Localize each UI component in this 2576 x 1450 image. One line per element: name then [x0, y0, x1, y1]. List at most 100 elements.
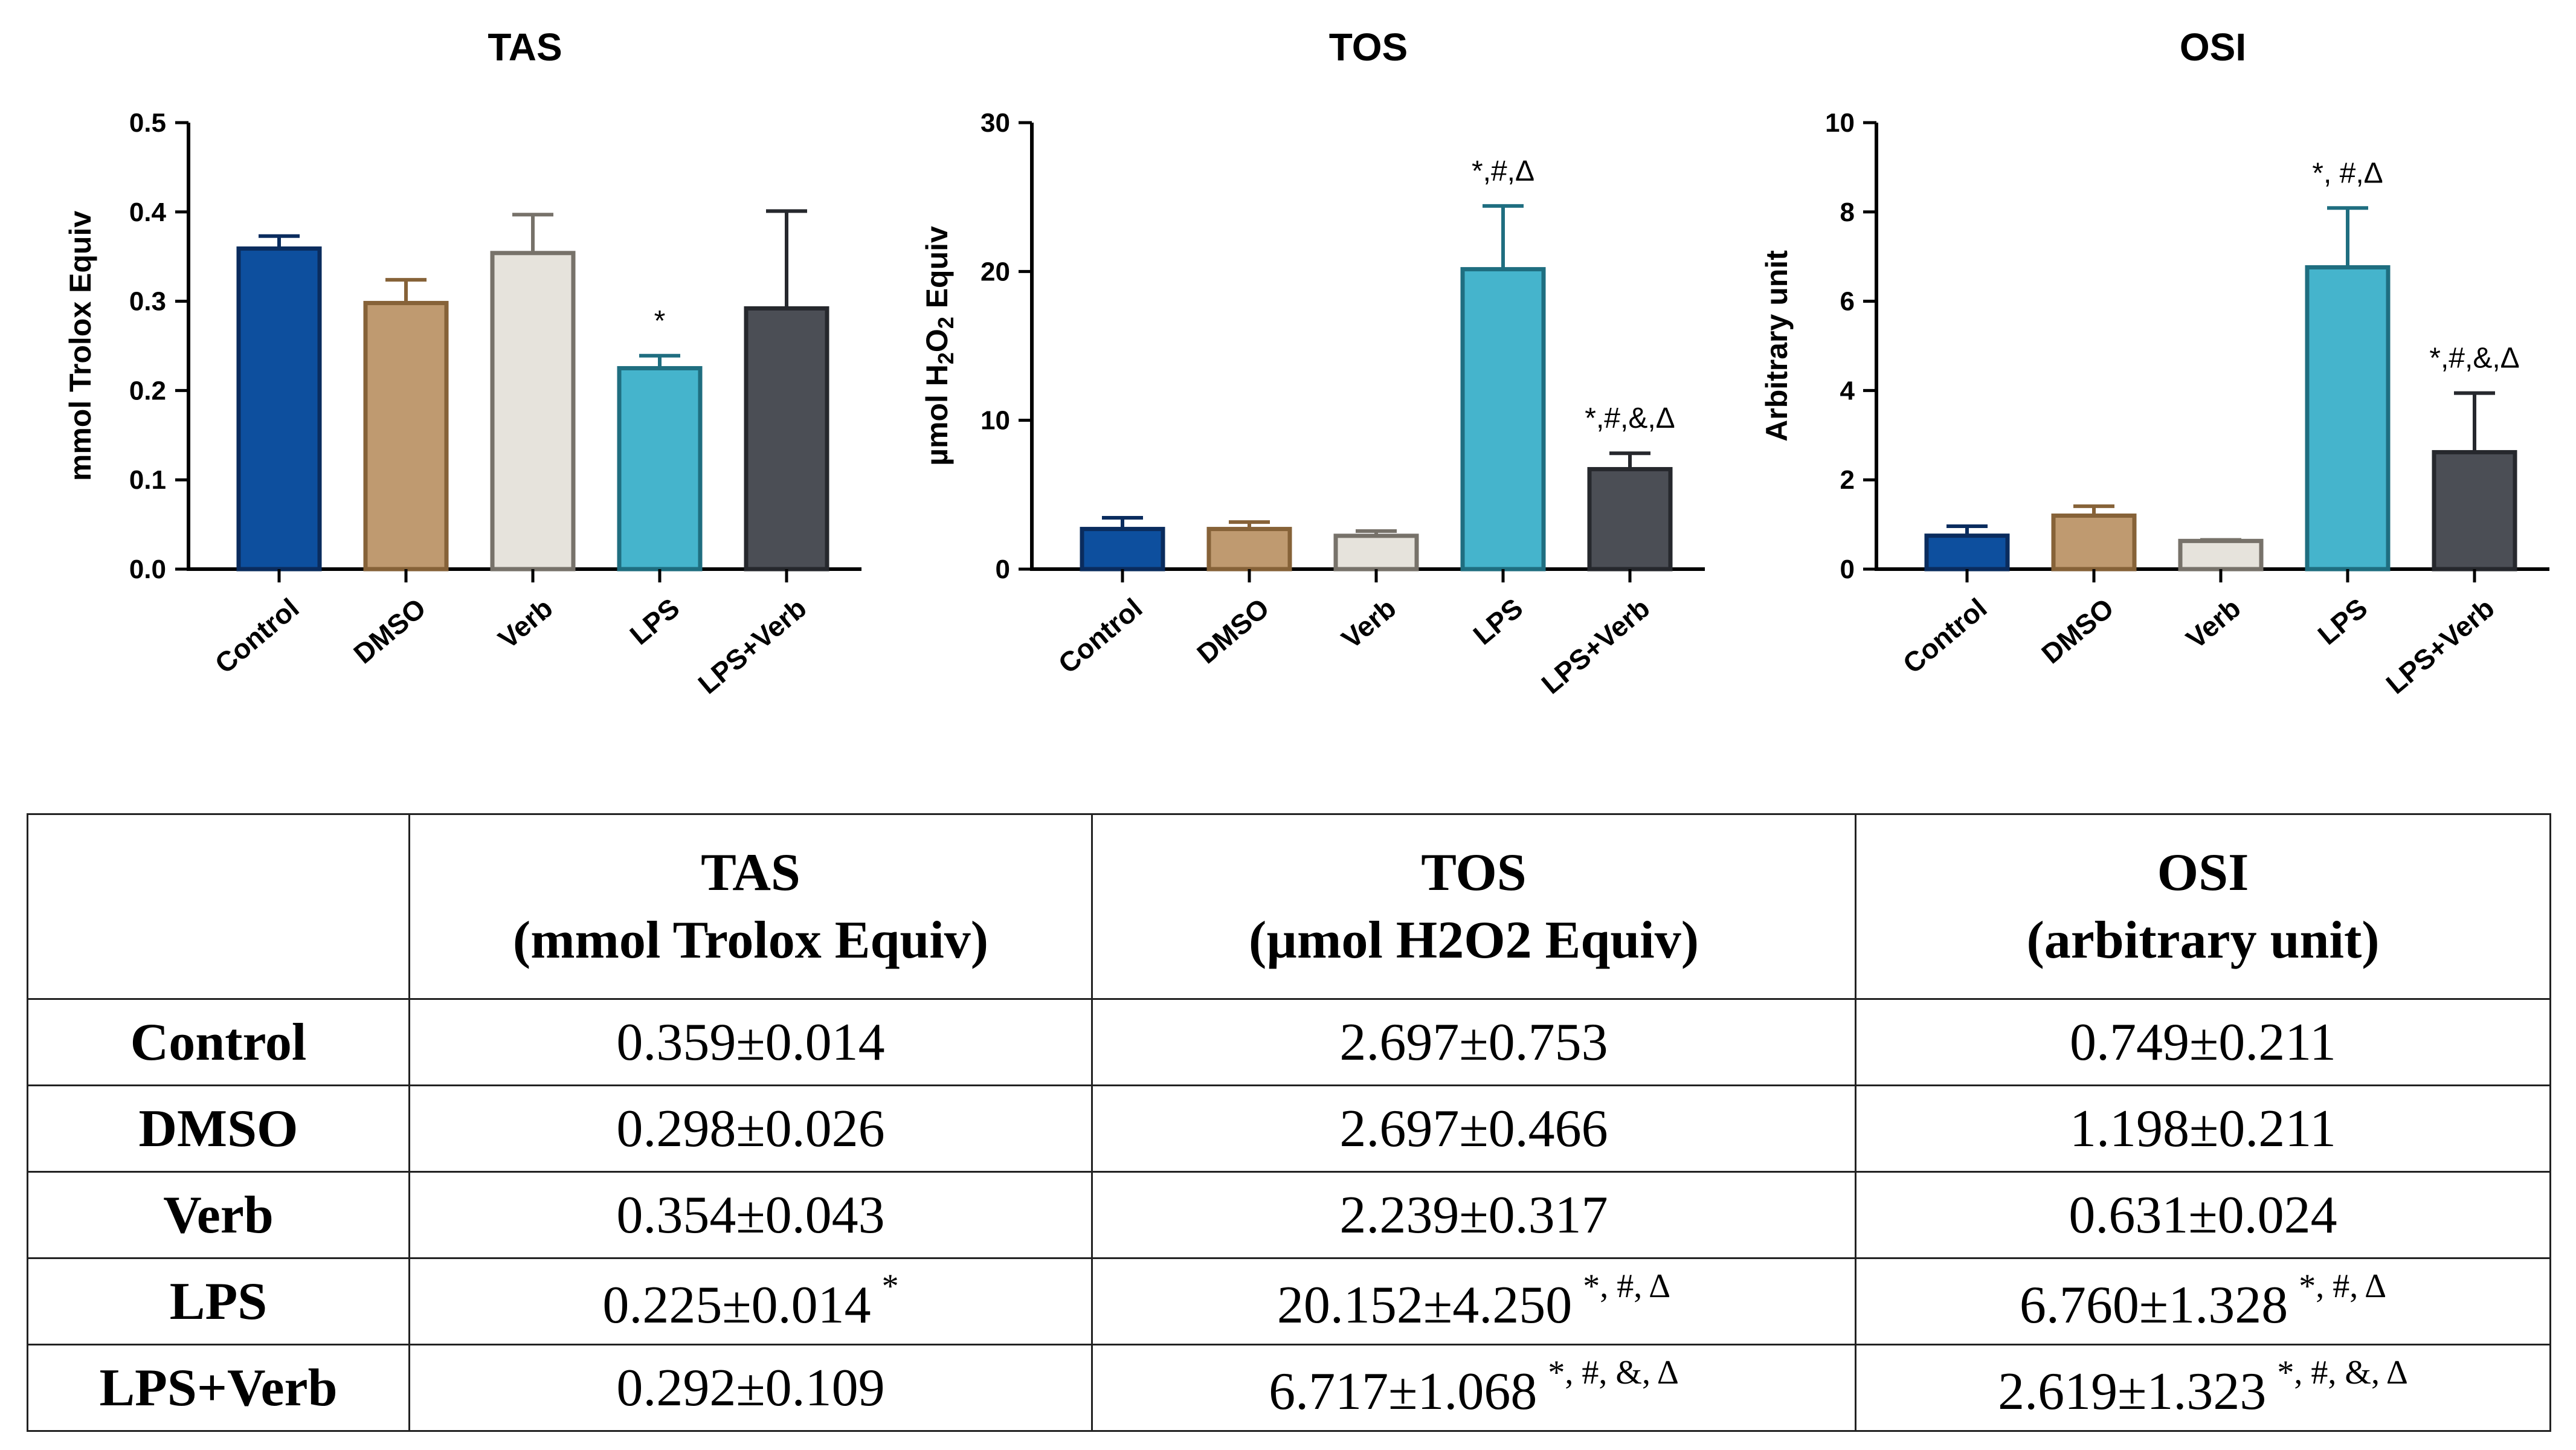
y-tick-label: 30 — [980, 108, 1010, 138]
significance-label: *,#,&,Δ — [1585, 402, 1675, 434]
y-axis-label-part: 2 — [933, 352, 958, 364]
x-tick-label: DMSO — [1191, 592, 1275, 670]
header-title: TAS — [701, 843, 800, 902]
cell-tas: 0.225±0.014 * — [408, 1257, 1093, 1345]
bar-verb — [2178, 538, 2264, 572]
cell-tos: 6.717±1.068 *, #, &, Δ — [1091, 1344, 1856, 1432]
x-tick-label: Verb — [2180, 592, 2247, 655]
y-tick-label: 2 — [1840, 465, 1855, 495]
table-row: DMSO 0.298±0.026 2.697±0.466 1.198±0.211 — [27, 1084, 2551, 1173]
bar-control — [236, 246, 322, 572]
y-axis-label-part: µmol H — [920, 364, 954, 466]
significance-marker: *, #, &, Δ — [2277, 1354, 2408, 1391]
significance-marker: *, #, &, Δ — [1548, 1354, 1679, 1391]
table-row: Control 0.359±0.014 2.697±0.753 0.749±0.211 — [27, 998, 2551, 1086]
cell-tos: 2.697±0.466 — [1091, 1084, 1856, 1173]
x-tick-label: Verb — [492, 592, 559, 655]
x-tick-label: Verb — [1336, 592, 1402, 655]
x-tick-label: DMSO — [2035, 592, 2119, 670]
cell-tos: 2.697±0.753 — [1091, 998, 1856, 1086]
significance-marker: * — [881, 1268, 899, 1305]
header-unit: (mmol Trolox Equiv) — [512, 910, 989, 970]
x-tick-label: LPS+Verb — [692, 592, 812, 700]
bar-lps — [1460, 267, 1546, 572]
x-tick-label: Control — [209, 592, 305, 680]
y-tick-label: 8 — [1840, 198, 1855, 227]
bar-charts: TAS mmol Trolox Equiv 0.0 0.1 0.2 0.3 0.4 0.5 Co… — [63, 25, 2549, 700]
chart-tas: TAS mmol Trolox Equiv 0.0 0.1 0.2 0.3 0.4 0.5 Co… — [63, 25, 861, 700]
summary-table: TAS (mmol Trolox Equiv) TOS (µmol H2O2 E… — [27, 813, 2551, 1432]
bar-verb — [1333, 533, 1419, 572]
cell-value: 2.697±0.753 — [1339, 1013, 1608, 1072]
bar-control — [1924, 533, 2010, 572]
cell-value: 0.298±0.026 — [616, 1099, 885, 1158]
cell-tas: 0.359±0.014 — [408, 998, 1093, 1086]
x-tick-label: Control — [1052, 592, 1148, 680]
table-row: LPS+Verb 0.292±0.109 6.717±1.068 *, #, &, Δ… — [27, 1344, 2551, 1432]
chart-title: OSI — [2180, 25, 2246, 69]
y-axis-label: µmol H2O2 Equiv — [920, 226, 958, 466]
y-tick-label: 0.3 — [129, 287, 166, 317]
chart-title: TOS — [1329, 25, 1408, 69]
cell-value: 2.239±0.317 — [1339, 1185, 1608, 1245]
cell-value: 0.292±0.109 — [616, 1358, 885, 1417]
bar-verb — [490, 251, 576, 572]
table-header-osi: OSI (arbitrary unit) — [1855, 813, 2551, 1000]
y-axis-label-part: Equiv — [920, 226, 954, 317]
cell-value: 2.697±0.466 — [1339, 1099, 1608, 1158]
table-row: Verb 0.354±0.043 2.239±0.317 0.631±0.024 — [27, 1171, 2551, 1259]
data-table: TAS (mmol Trolox Equiv) TOS (µmol H2O2 E… — [27, 813, 2551, 1432]
row-group-label: DMSO — [27, 1084, 410, 1173]
bar-dmso — [363, 301, 449, 572]
y-tick-label: 4 — [1840, 376, 1855, 405]
cell-osi: 0.749±0.211 — [1855, 998, 2551, 1086]
table-row: LPS 0.225±0.014 * 20.152±4.250 *, #, Δ 6.760±… — [27, 1257, 2551, 1345]
x-tick-label: LPS — [2311, 592, 2373, 651]
header-title: TOS — [1421, 843, 1527, 902]
significance-label: *, #,Δ — [2312, 157, 2383, 189]
cell-value: 20.152±4.250 — [1277, 1276, 1573, 1335]
row-group-label: Verb — [27, 1171, 410, 1259]
row-group-label: LPS — [27, 1257, 410, 1345]
y-tick-label: 10 — [1825, 108, 1855, 138]
cell-value: 0.359±0.014 — [616, 1013, 885, 1072]
row-group-label: LPS+Verb — [27, 1344, 410, 1432]
x-tick-label: Control — [1897, 592, 1993, 680]
cell-value: 6.717±1.068 — [1269, 1362, 1538, 1421]
y-tick-label: 0 — [1840, 555, 1855, 584]
x-tick-label: LPS — [623, 592, 685, 651]
bar-lps-verb — [2432, 450, 2517, 572]
significance-label: *,#,&,Δ — [2429, 343, 2519, 375]
table-header-empty — [27, 813, 410, 1000]
y-axis-label-part: O — [920, 329, 954, 352]
x-tick-label: DMSO — [347, 592, 431, 670]
bar-lps — [617, 366, 703, 572]
y-tick-label: 0 — [996, 555, 1010, 584]
cell-value: 0.354±0.043 — [616, 1185, 885, 1245]
significance-label: * — [654, 305, 666, 337]
cell-osi: 6.760±1.328 *, #, Δ — [1855, 1257, 2551, 1345]
x-tick-label: LPS+Verb — [2380, 592, 2500, 700]
y-tick-label: 0.2 — [129, 376, 166, 405]
y-axis-label-part: 2 — [933, 317, 958, 329]
cell-tos: 2.239±0.317 — [1091, 1171, 1856, 1259]
cell-value: 6.760±1.328 — [2019, 1276, 2288, 1335]
cell-tas: 0.298±0.026 — [408, 1084, 1093, 1173]
bar-lps-verb — [1587, 467, 1673, 572]
bar-lps-verb — [744, 306, 829, 572]
charts-panel: TAS mmol Trolox Equiv 0.0 0.1 0.2 0.3 0.4 0.5 Co… — [63, 25, 2549, 700]
bar-control — [1080, 527, 1165, 572]
cell-tos: 20.152±4.250 *, #, Δ — [1091, 1257, 1856, 1345]
significance-label: *,#,Δ — [1472, 155, 1534, 187]
chart-title: TAS — [488, 25, 562, 69]
y-tick-label: 0.5 — [129, 108, 166, 138]
cell-tas: 0.292±0.109 — [408, 1344, 1093, 1432]
header-unit: (arbitrary unit) — [2026, 910, 2380, 970]
cell-osi: 1.198±0.211 — [1855, 1084, 2551, 1173]
y-tick-label: 10 — [980, 406, 1010, 436]
y-tick-label: 0.0 — [129, 555, 166, 584]
cell-value: 1.198±0.211 — [2069, 1099, 2337, 1158]
x-tick-label: LPS — [1467, 592, 1528, 651]
bar-dmso — [1206, 527, 1292, 572]
